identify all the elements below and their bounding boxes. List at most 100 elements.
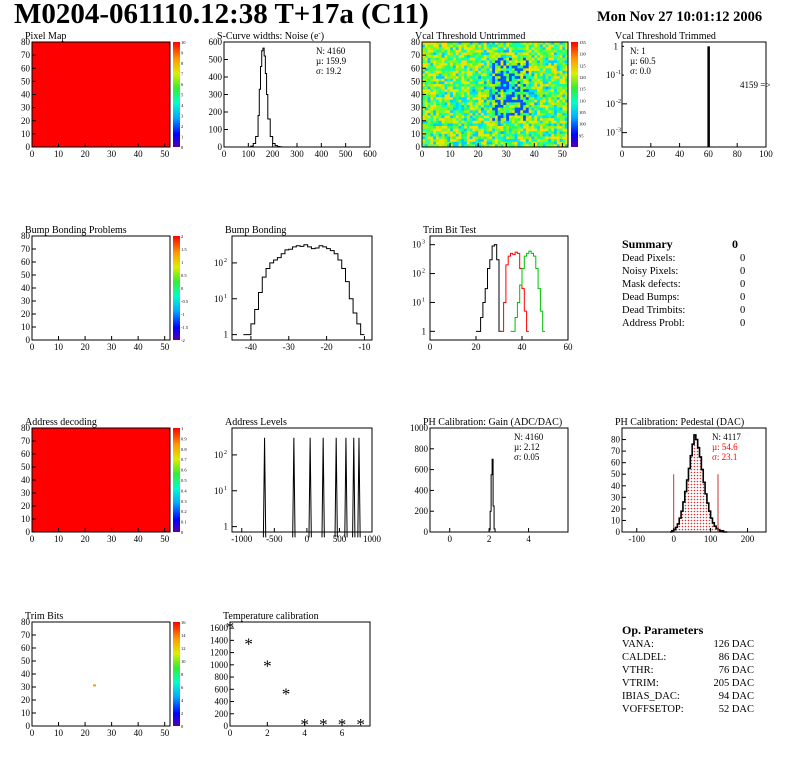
y-tick-exponent: 1	[224, 486, 227, 492]
heatmap-cell	[531, 141, 535, 145]
heatmap-cell	[525, 99, 530, 103]
heatmap-cell	[444, 105, 448, 108]
color-scale-label: 8	[181, 672, 184, 677]
heatmap-cell	[500, 105, 504, 108]
heatmap-cell	[528, 112, 532, 116]
scurve-chart: S-Curve widths: Noise (e-)0 100 200 300 400 5…	[209, 29, 378, 159]
heatmap-cell	[483, 128, 487, 132]
heatmap-cell	[554, 94, 558, 98]
heatmap-cell	[422, 78, 426, 82]
heatmap-cell	[427, 76, 431, 80]
heatmap-cell	[562, 86, 566, 90]
heatmap-cell	[514, 47, 518, 51]
heatmap-cell	[497, 112, 501, 116]
heatmap-cell	[452, 102, 457, 106]
y-tick-label: 0	[616, 527, 621, 537]
heatmap-cell	[545, 55, 549, 59]
heatmap-cell	[525, 73, 530, 77]
heatmap-cell	[548, 94, 552, 98]
heatmap-cell	[424, 136, 428, 140]
heatmap-cell	[565, 81, 569, 85]
heatmap-cell	[430, 99, 434, 103]
heatmap-cell	[422, 76, 426, 80]
heatmap-cell	[486, 126, 490, 129]
heatmap-cell	[554, 139, 558, 143]
heatmap-cell	[559, 144, 563, 148]
heatmap-cell	[523, 73, 527, 77]
heatmap-cell	[542, 44, 546, 48]
x-tick-label: 10	[54, 728, 64, 738]
heatmap-cell	[466, 49, 471, 53]
heatmap-cell	[458, 42, 462, 45]
heatmap-cell	[545, 91, 549, 95]
heatmap-cell	[469, 128, 473, 132]
heatmap-cell	[514, 89, 518, 93]
heatmap-cell	[523, 65, 527, 69]
heatmap-cell	[450, 112, 454, 116]
heatmap-cell	[554, 136, 558, 140]
heatmap-cell	[424, 139, 428, 143]
heatmap-cell	[481, 86, 485, 90]
op-param-label: CALDEL:	[622, 652, 667, 663]
heatmap-cell	[503, 118, 507, 122]
heatmap-cell	[455, 44, 459, 48]
heatmap-cell	[554, 105, 558, 108]
heatmap-cell	[531, 49, 535, 53]
stats-entry: σ: 19.2	[316, 66, 341, 76]
x-tick-label: 40	[134, 728, 144, 738]
heatmap-cell	[559, 94, 563, 98]
heatmap-cell	[554, 86, 558, 90]
y-tick-label: 10	[611, 515, 621, 525]
heatmap-cell	[500, 81, 504, 85]
stats-entry: σ: 0.05	[514, 452, 540, 462]
heatmap-cell	[422, 112, 426, 116]
heatmap-cell	[551, 47, 555, 51]
scatter-point: *	[319, 715, 328, 734]
heatmap-cell	[495, 68, 499, 72]
heatmap-cell	[475, 42, 479, 45]
heatmap-cell	[556, 68, 560, 72]
heatmap-cell	[542, 94, 546, 98]
heatmap-cell	[542, 123, 546, 127]
heatmap-cell	[542, 57, 546, 61]
heatmap-cell	[475, 94, 479, 98]
heatmap-cell	[509, 112, 513, 116]
heatmap-cell	[523, 81, 527, 85]
heatmap-cell	[495, 136, 499, 140]
color-scale-label: 0.7	[181, 457, 187, 462]
heatmap-cell	[433, 68, 437, 72]
heatmap-cell	[525, 68, 530, 72]
heatmap-cell	[436, 107, 440, 111]
heatmap-cell	[556, 63, 560, 66]
heatmap-cell	[433, 97, 437, 101]
heatmap-cell	[528, 76, 532, 80]
scatter-point: *	[356, 715, 365, 734]
heatmap-cell	[433, 115, 437, 119]
heatmap-cell	[436, 55, 440, 59]
heatmap-cell	[523, 44, 527, 48]
heatmap-cell	[450, 128, 454, 132]
heatmap-cell	[500, 136, 504, 140]
heatmap-cell	[424, 49, 428, 53]
heatmap-cell	[520, 89, 524, 93]
color-scale-label: 0.4	[181, 488, 187, 493]
color-scale-label: 2	[181, 234, 183, 239]
heatmap-cell	[433, 76, 437, 80]
heatmap-cell	[483, 49, 487, 53]
heatmap-cell	[509, 131, 513, 135]
heatmap-cell	[466, 102, 471, 106]
heatmap-cell	[478, 128, 482, 132]
heatmap-cell	[520, 102, 524, 106]
color-scale-bar	[173, 42, 180, 147]
heatmap-cell	[424, 65, 428, 69]
color-scale-label: 12	[181, 646, 186, 651]
heatmap-cell	[525, 84, 530, 87]
heatmap-cell	[441, 139, 445, 143]
heatmap-cell	[436, 49, 440, 53]
heatmap-cell	[447, 94, 451, 98]
heatmap-cell	[427, 112, 431, 116]
heatmap-cell	[481, 70, 485, 74]
heatmap-cell	[542, 63, 546, 66]
heatmap-cell	[469, 141, 473, 145]
heatmap-cell	[450, 91, 454, 95]
